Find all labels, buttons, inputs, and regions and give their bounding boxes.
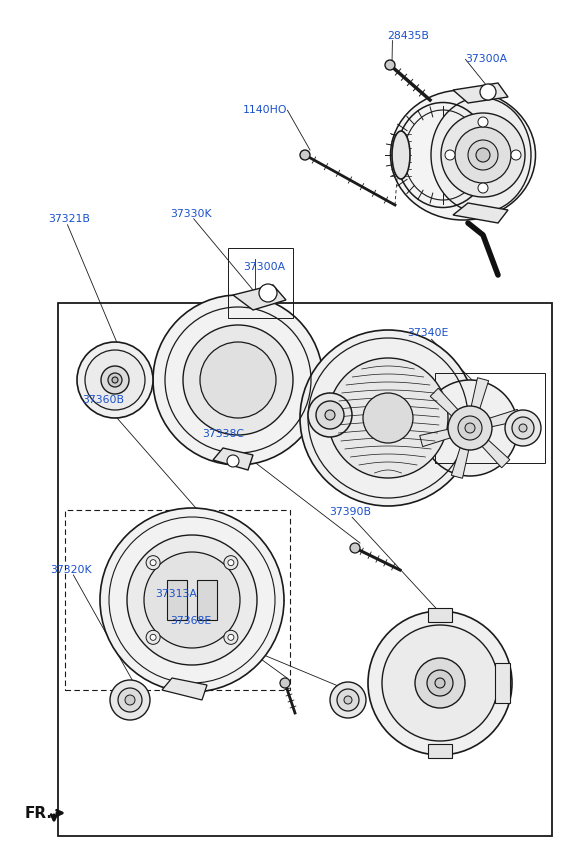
Circle shape [505, 410, 541, 446]
Circle shape [308, 393, 352, 437]
Circle shape [465, 423, 475, 433]
Polygon shape [420, 427, 462, 447]
Circle shape [458, 416, 482, 440]
Circle shape [228, 634, 234, 640]
Circle shape [100, 508, 284, 692]
Circle shape [435, 678, 445, 688]
Circle shape [455, 127, 511, 183]
Text: 37368E: 37368E [170, 616, 211, 626]
Circle shape [150, 560, 156, 566]
Polygon shape [468, 377, 488, 420]
Circle shape [224, 555, 238, 570]
Text: 37390B: 37390B [329, 507, 371, 517]
Circle shape [512, 417, 534, 439]
Text: 37320K: 37320K [50, 565, 92, 575]
Circle shape [146, 555, 160, 570]
Circle shape [422, 380, 518, 476]
Text: 37313A: 37313A [156, 589, 197, 599]
Circle shape [468, 140, 498, 170]
Circle shape [448, 406, 492, 450]
Circle shape [427, 670, 453, 696]
Text: 28435B: 28435B [387, 31, 429, 41]
Bar [167, 580, 187, 620]
Circle shape [183, 325, 293, 435]
Circle shape [108, 373, 122, 387]
Circle shape [368, 611, 512, 755]
Text: 37340E: 37340E [407, 328, 448, 338]
Bar [428, 608, 452, 622]
Ellipse shape [392, 131, 410, 179]
Circle shape [228, 560, 234, 566]
Circle shape [519, 424, 527, 432]
Circle shape [415, 658, 465, 708]
Polygon shape [478, 410, 520, 429]
Circle shape [150, 634, 156, 640]
Polygon shape [430, 388, 466, 424]
Ellipse shape [390, 90, 535, 220]
Polygon shape [474, 432, 510, 468]
Circle shape [144, 552, 240, 648]
Polygon shape [453, 83, 508, 103]
Circle shape [224, 630, 238, 644]
Circle shape [118, 688, 142, 712]
Circle shape [325, 410, 335, 420]
Polygon shape [162, 678, 207, 700]
Polygon shape [451, 436, 471, 478]
Circle shape [316, 401, 344, 429]
Bar [228, 248, 293, 318]
Circle shape [127, 535, 257, 665]
Circle shape [153, 295, 323, 465]
Circle shape [478, 183, 488, 193]
Text: 37321B: 37321B [48, 214, 90, 224]
Circle shape [337, 689, 359, 711]
Circle shape [480, 84, 496, 100]
Circle shape [300, 330, 476, 506]
Polygon shape [213, 448, 253, 470]
Text: 37300A: 37300A [465, 54, 508, 64]
Ellipse shape [431, 98, 531, 213]
Circle shape [227, 455, 239, 467]
Polygon shape [233, 285, 286, 310]
Polygon shape [453, 203, 508, 223]
Circle shape [476, 148, 490, 162]
Bar [197, 580, 217, 620]
Text: FR.: FR. [25, 806, 53, 821]
Circle shape [146, 630, 160, 644]
Text: 37338C: 37338C [203, 429, 245, 439]
Circle shape [328, 358, 448, 478]
Text: 37360B: 37360B [82, 395, 124, 405]
Circle shape [382, 625, 498, 741]
Circle shape [478, 117, 488, 127]
Circle shape [363, 393, 413, 443]
Circle shape [85, 350, 145, 410]
Circle shape [77, 342, 153, 418]
Circle shape [110, 680, 150, 720]
Circle shape [330, 682, 366, 718]
Circle shape [200, 342, 276, 418]
Bar [65, 510, 290, 690]
Circle shape [259, 284, 277, 302]
Bar [428, 744, 452, 758]
Circle shape [125, 695, 135, 705]
Circle shape [280, 678, 290, 688]
Bar [58, 303, 552, 836]
Bar [495, 663, 510, 703]
Text: 37330K: 37330K [170, 209, 212, 219]
Circle shape [385, 60, 395, 70]
Circle shape [300, 150, 310, 160]
Circle shape [350, 543, 360, 553]
Bar [435, 373, 545, 463]
Circle shape [112, 377, 118, 383]
Circle shape [445, 150, 455, 160]
Text: 1140HO: 1140HO [242, 105, 287, 115]
Text: 37300A: 37300A [244, 262, 286, 272]
Circle shape [441, 113, 525, 197]
Circle shape [101, 366, 129, 394]
Circle shape [344, 696, 352, 704]
Circle shape [511, 150, 521, 160]
